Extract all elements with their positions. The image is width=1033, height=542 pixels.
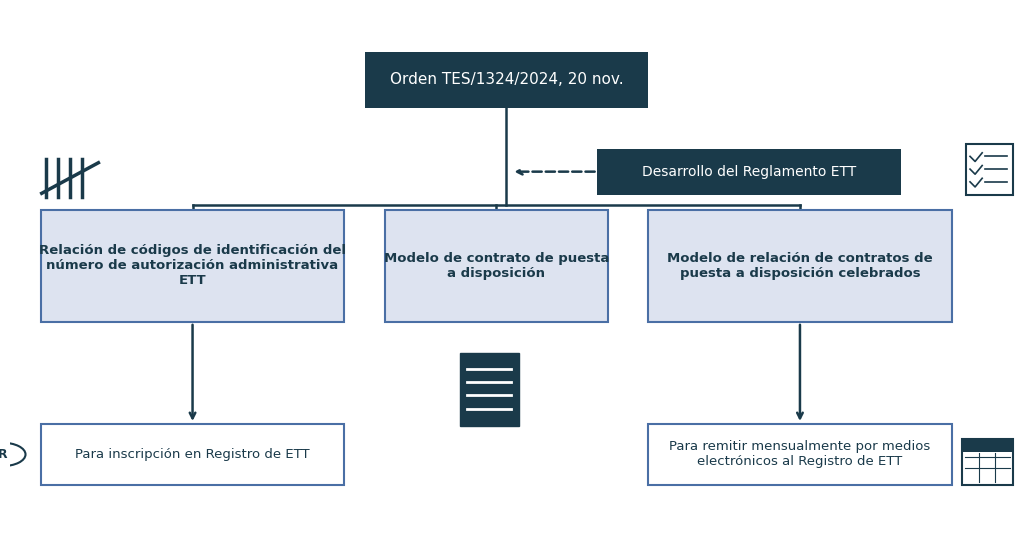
Text: Orden TES/1324/2024, 20 nov.: Orden TES/1324/2024, 20 nov.	[389, 73, 623, 87]
FancyBboxPatch shape	[648, 424, 951, 485]
Text: R: R	[0, 448, 7, 461]
FancyBboxPatch shape	[966, 144, 1012, 195]
FancyBboxPatch shape	[365, 52, 648, 108]
FancyBboxPatch shape	[460, 352, 519, 427]
Text: Para inscripción en Registro de ETT: Para inscripción en Registro de ETT	[75, 448, 310, 461]
Text: Desarrollo del Reglamento ETT: Desarrollo del Reglamento ETT	[643, 165, 856, 179]
FancyBboxPatch shape	[40, 210, 344, 322]
FancyBboxPatch shape	[40, 424, 344, 485]
Text: Para remitir mensualmente por medios
electrónicos al Registro de ETT: Para remitir mensualmente por medios ele…	[669, 441, 931, 468]
Text: Modelo de contrato de puesta
a disposición: Modelo de contrato de puesta a disposici…	[383, 252, 608, 280]
FancyBboxPatch shape	[962, 439, 1012, 485]
Text: Modelo de relación de contratos de
puesta a disposición celebrados: Modelo de relación de contratos de puest…	[667, 252, 933, 280]
FancyBboxPatch shape	[962, 439, 1012, 452]
FancyBboxPatch shape	[648, 210, 951, 322]
FancyBboxPatch shape	[597, 149, 901, 195]
Text: Relación de códigos de identificación del
número de autorización administrativa
: Relación de códigos de identificación de…	[39, 244, 346, 287]
FancyBboxPatch shape	[385, 210, 607, 322]
